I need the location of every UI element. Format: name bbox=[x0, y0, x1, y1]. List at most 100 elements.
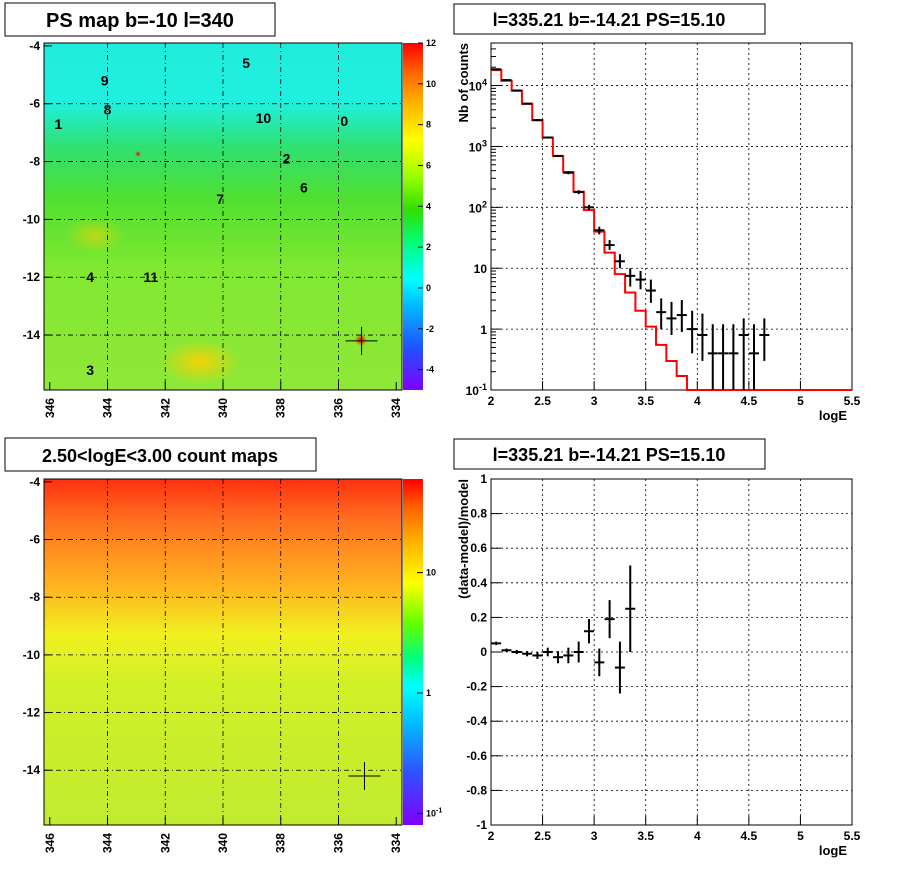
model-histogram bbox=[491, 69, 852, 391]
residual-marks: 2 2.5 3 3.5 4 4.5 5 5.5 1 0.8 0.6 0.4 0.2 0 -0.2 -0.4 -0… bbox=[456, 472, 861, 858]
colorbar-tick-label: 1 bbox=[426, 688, 431, 698]
map-tick-label-x: 340 bbox=[216, 398, 230, 418]
map-tick-label-y: -4 bbox=[29, 475, 40, 489]
map-tick-label-x: 336 bbox=[331, 833, 345, 853]
ps-map-hot-spot-2 bbox=[135, 151, 141, 157]
tick-label-y: 1 bbox=[480, 323, 487, 337]
map-tick-label-x: 346 bbox=[43, 398, 57, 418]
count-map-frame bbox=[43, 478, 403, 826]
map-tick-label-y: -12 bbox=[23, 270, 41, 284]
tick-label-x: 2 bbox=[488, 394, 495, 408]
colorbar-tick-label: 6 bbox=[426, 160, 431, 170]
tick-label-y: 1 bbox=[480, 472, 487, 486]
tick-label-y: 0.8 bbox=[470, 507, 487, 521]
tick-label-x: 2.5 bbox=[534, 394, 551, 408]
source-label-10: 10 bbox=[256, 110, 272, 126]
source-label-4: 4 bbox=[86, 269, 94, 285]
colorbar-tick-label: 10 bbox=[426, 568, 436, 578]
map-tick-label-x: 344 bbox=[101, 398, 115, 418]
tick-label-y: -0.8 bbox=[466, 783, 487, 797]
tick-label-x: 4.5 bbox=[741, 829, 758, 843]
tick-label-y: -1 bbox=[476, 818, 487, 832]
tick-label-x: 4 bbox=[694, 829, 701, 843]
colorbar-tick-label: -2 bbox=[426, 324, 434, 334]
x-axis-label: logE bbox=[819, 843, 847, 858]
source-label-3: 3 bbox=[86, 362, 94, 378]
map-tick-label-y: -6 bbox=[29, 97, 40, 111]
map-tick-label-x: 334 bbox=[389, 398, 403, 418]
residual-panel: l=335.21 b=-14.21 PS=15.10 2 2.5 3 3.5 4 4.5 5… bbox=[453, 438, 861, 858]
ps-map-frame bbox=[43, 42, 403, 391]
map-tick-label-x: 342 bbox=[158, 833, 172, 853]
colorbar-tick-label: 12 bbox=[426, 38, 436, 48]
tick-label-y: 0 bbox=[480, 645, 487, 659]
tick-label-x: 3.5 bbox=[637, 394, 654, 408]
tick-label-x: 4 bbox=[694, 394, 701, 408]
ps-map-marks: 346 344 342 340 338 336 334-4-6-8-10-12-140123… bbox=[23, 38, 436, 418]
tick-label-y: 0.4 bbox=[470, 576, 487, 590]
colorbar-tick-label: 0 bbox=[426, 283, 431, 293]
count-map-title: 2.50<logE<3.00 count maps bbox=[42, 446, 278, 466]
residual-title: l=335.21 b=-14.21 PS=15.10 bbox=[493, 445, 726, 465]
map-tick-label-x: 342 bbox=[158, 398, 172, 418]
tick-label-x: 3.5 bbox=[637, 829, 654, 843]
tick-label-y: 0.6 bbox=[470, 541, 487, 555]
ps-map-colorbar bbox=[403, 43, 423, 390]
x-axis-label: logE bbox=[819, 408, 847, 423]
tick-label-y: -0.4 bbox=[466, 714, 487, 728]
colorbar-tick-label: 10 bbox=[426, 79, 436, 89]
count-map-panel: 2.50<logE<3.00 count maps 346 344 342 340 33… bbox=[4, 437, 443, 853]
residual-title-box bbox=[453, 438, 766, 470]
map-tick-label-y: -10 bbox=[23, 212, 41, 226]
plot-frame bbox=[490, 42, 853, 391]
source-label-0: 0 bbox=[340, 113, 348, 129]
ps-map-warm-region bbox=[160, 340, 240, 384]
map-tick-label-y: -4 bbox=[29, 39, 40, 53]
y-axis-label: Nb of counts bbox=[456, 43, 471, 122]
ps-map-title-box bbox=[4, 2, 276, 37]
source-label-6: 6 bbox=[300, 180, 308, 196]
map-tick-label-y: -8 bbox=[29, 590, 40, 604]
source-label-1: 1 bbox=[55, 116, 63, 132]
count-map-marks: 346 344 342 340 338 336 334 -4 -6 -8 -10 -12 -14 10 1 1… bbox=[23, 475, 443, 853]
spectrum-title-box bbox=[453, 3, 766, 35]
count-map-colorbar bbox=[403, 479, 423, 825]
map-tick-label-x: 346 bbox=[43, 833, 57, 853]
tick-label-x: 5.5 bbox=[844, 829, 861, 843]
tick-label-y: 10 bbox=[474, 262, 488, 276]
colorbar-tick-label: 2 bbox=[426, 242, 431, 252]
map-tick-label-y: -6 bbox=[29, 533, 40, 547]
map-tick-label-x: 338 bbox=[274, 833, 288, 853]
tick-label-x: 5 bbox=[797, 394, 804, 408]
ps-map-warm-region-2 bbox=[65, 217, 125, 253]
spectrum-marks: 2 2.5 3 3.5 4 4.5 5 5.5 10-1 1 10 102 103 104 logE Nb o… bbox=[456, 42, 861, 423]
tick-label-y: -0.2 bbox=[466, 680, 487, 694]
spectrum-title: l=335.21 b=-14.21 PS=15.10 bbox=[493, 10, 726, 30]
colorbar-tick-label: 8 bbox=[426, 120, 431, 130]
tick-label-x: 5.5 bbox=[844, 394, 861, 408]
map-tick-label-x: 340 bbox=[216, 833, 230, 853]
tick-label-x: 3 bbox=[591, 829, 598, 843]
tick-label-x: 4.5 bbox=[741, 394, 758, 408]
tick-label-x: 3 bbox=[591, 394, 598, 408]
map-tick-label-y: -14 bbox=[23, 763, 41, 777]
source-label-8: 8 bbox=[104, 102, 112, 118]
source-label-5: 5 bbox=[242, 55, 250, 71]
map-tick-label-y: -12 bbox=[23, 706, 41, 720]
map-tick-label-y: -14 bbox=[23, 328, 41, 342]
tick-label-x: 2.5 bbox=[534, 829, 551, 843]
colorbar-tick-label: -4 bbox=[426, 365, 434, 375]
map-tick-label-y: -8 bbox=[29, 155, 40, 169]
tick-label-y: 0.2 bbox=[470, 610, 487, 624]
tick-label-y: 103 bbox=[469, 138, 487, 154]
colorbar-tick-label: 10-1 bbox=[426, 807, 442, 818]
tick-label-x: 5 bbox=[797, 829, 804, 843]
source-label-11: 11 bbox=[143, 269, 158, 285]
spectrum-panel: l=335.21 b=-14.21 PS=15.10 2 2.5 3 3.5 4 4.5 5… bbox=[453, 3, 861, 423]
colorbar-tick-label: 4 bbox=[426, 201, 431, 211]
map-tick-label-x: 344 bbox=[101, 833, 115, 853]
y-axis-label: (data-model)/model bbox=[456, 479, 471, 599]
map-tick-label-x: 334 bbox=[389, 833, 403, 853]
ps-map-panel: PS map b=-10 l=340 346 344 342 340 338 336 334… bbox=[4, 2, 436, 418]
